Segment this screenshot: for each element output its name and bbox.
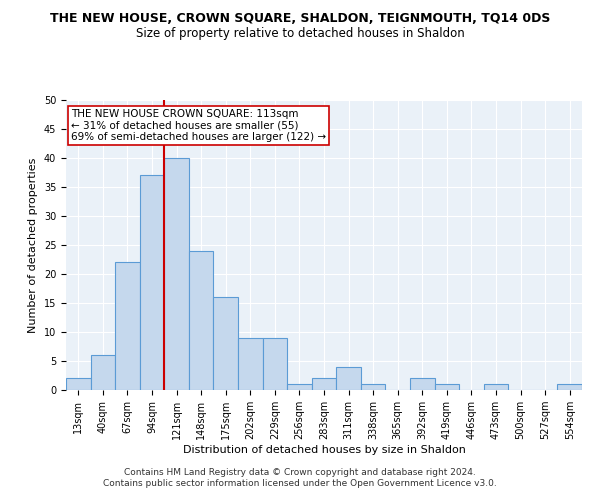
Bar	[336, 367, 361, 390]
Bar	[361, 384, 385, 390]
Text: THE NEW HOUSE CROWN SQUARE: 113sqm
← 31% of detached houses are smaller (55)
69%: THE NEW HOUSE CROWN SQUARE: 113sqm ← 31%…	[71, 108, 326, 142]
Bar	[263, 338, 287, 390]
Bar	[140, 176, 164, 390]
Y-axis label: Number of detached properties: Number of detached properties	[28, 158, 38, 332]
Bar	[91, 355, 115, 390]
Bar	[214, 297, 238, 390]
Text: Contains HM Land Registry data © Crown copyright and database right 2024.
Contai: Contains HM Land Registry data © Crown c…	[103, 468, 497, 487]
Bar	[238, 338, 263, 390]
Bar	[189, 251, 214, 390]
Bar	[557, 384, 582, 390]
Bar	[410, 378, 434, 390]
Bar	[66, 378, 91, 390]
Bar	[115, 262, 140, 390]
Bar	[312, 378, 336, 390]
Bar	[287, 384, 312, 390]
Text: THE NEW HOUSE, CROWN SQUARE, SHALDON, TEIGNMOUTH, TQ14 0DS: THE NEW HOUSE, CROWN SQUARE, SHALDON, TE…	[50, 12, 550, 26]
Bar	[164, 158, 189, 390]
Text: Size of property relative to detached houses in Shaldon: Size of property relative to detached ho…	[136, 28, 464, 40]
Bar	[434, 384, 459, 390]
X-axis label: Distribution of detached houses by size in Shaldon: Distribution of detached houses by size …	[182, 445, 466, 455]
Bar	[484, 384, 508, 390]
